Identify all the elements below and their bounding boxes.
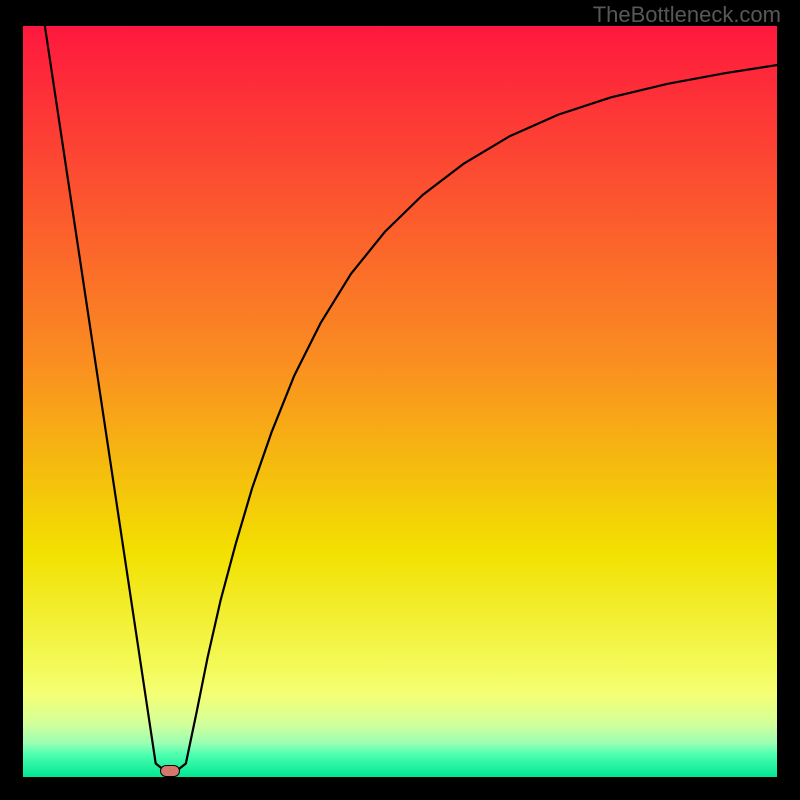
chart-container: TheBottleneck.com [0, 0, 800, 800]
gradient-background [23, 26, 777, 777]
curve-marker [160, 765, 180, 777]
plot-area [23, 26, 777, 777]
curve-svg [23, 26, 777, 777]
watermark-text: TheBottleneck.com [593, 2, 781, 28]
